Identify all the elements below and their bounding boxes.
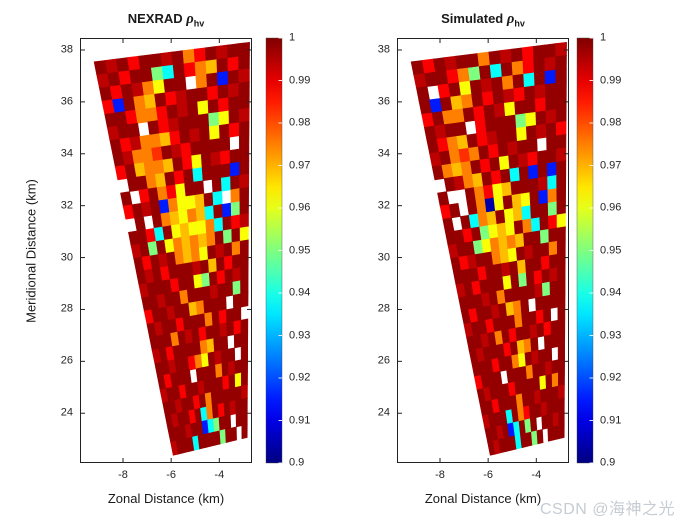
axes-box-1: [397, 38, 569, 463]
rho-symbol: ρ: [186, 11, 194, 27]
y-tick-label: 36: [377, 95, 390, 108]
colorbar-tick-label: 0.99: [600, 74, 622, 86]
heatmap-sector-1: [410, 41, 567, 456]
colorbar-tick-label: 0.98: [600, 116, 622, 129]
y-tick-label: 26: [377, 354, 390, 367]
colorbar-tick-label: 0.93: [600, 329, 622, 341]
y-tick-label: 32: [60, 199, 73, 212]
y-tick-label: 26: [60, 354, 73, 367]
y-tick-label: 38: [60, 43, 73, 56]
title-text: NEXRAD: [127, 11, 187, 26]
colorbar-1: [576, 37, 594, 464]
x-tick-label: -6: [166, 469, 177, 481]
title-subscript: hv: [514, 18, 525, 29]
y-tick-label: 38: [377, 43, 390, 56]
axes-box-0: [80, 38, 252, 463]
watermark: CSDN @海神之光: [540, 501, 676, 518]
colorbar-tick-label: 0.96: [600, 201, 622, 214]
title-subscript: hv: [193, 18, 205, 29]
rho-symbol: ρ: [506, 11, 515, 27]
colorbar-tick-label: 0.9: [600, 456, 616, 469]
colorbar-tick-label: 0.93: [289, 329, 311, 341]
y-tick-label: 32: [377, 199, 390, 212]
colorbar-tick-label: 0.94: [289, 286, 311, 299]
colorbar-tick-label: 0.99: [289, 74, 311, 86]
colorbar-tick-label: 0.97: [600, 159, 622, 171]
colorbar-tick-label: 0.94: [600, 286, 622, 299]
x-tick-label: -4: [214, 469, 225, 481]
colorbar-tick-label: 0.98: [289, 116, 311, 129]
y-axis-label: Meridional Distance (km): [23, 179, 39, 323]
title-text: Simulated: [441, 11, 507, 26]
x-axis-label-right: Zonal Distance (km): [424, 491, 542, 506]
y-tick-label: 28: [377, 302, 390, 315]
y-tick-label: 24: [60, 406, 73, 419]
x-tick-label: -6: [483, 469, 494, 481]
colorbar-tick-label: 0.92: [600, 371, 622, 384]
y-tick-label: 30: [377, 251, 390, 264]
y-tick-label: 36: [60, 95, 73, 108]
y-tick-label: 34: [377, 147, 390, 160]
heatmap-sector-0: [93, 41, 250, 456]
panel-title-nexrad: NEXRAD ρhv: [80, 11, 252, 29]
y-tick-label: 28: [60, 302, 73, 315]
colorbar-tick-label: 1: [600, 31, 607, 44]
colorbar-tick-label: 1: [289, 31, 296, 44]
colorbar-tick-label: 0.96: [289, 201, 311, 214]
y-tick-label: 24: [377, 406, 390, 419]
colorbar-tick-label: 0.95: [289, 244, 311, 256]
panel-title-simulated: Simulated ρhv: [397, 11, 569, 29]
x-tick-label: -8: [118, 469, 128, 481]
x-tick-label: -8: [435, 469, 445, 481]
colorbar-tick-label: 0.91: [600, 414, 622, 426]
y-tick-label: 30: [60, 251, 73, 264]
colorbar-tick-label: 0.92: [289, 371, 311, 384]
colorbar-0: [265, 37, 283, 464]
colorbar-tick-label: 0.95: [600, 244, 622, 256]
colorbar-tick-label: 0.91: [289, 414, 311, 426]
colorbar-tick-label: 0.97: [289, 159, 311, 171]
y-tick-label: 34: [60, 147, 73, 160]
x-tick-label: -4: [531, 469, 542, 481]
colorbar-tick-label: 0.9: [289, 456, 305, 469]
x-axis-label-left: Zonal Distance (km): [107, 491, 225, 506]
